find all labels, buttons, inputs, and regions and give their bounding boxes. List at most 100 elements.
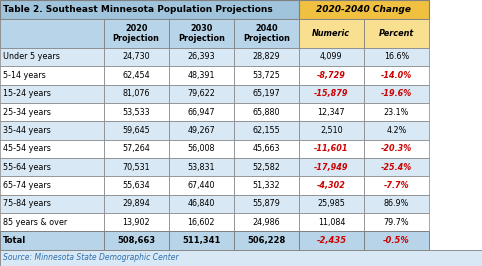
- Bar: [104, 103, 169, 121]
- Text: 2020-2040 Change: 2020-2040 Change: [316, 5, 412, 14]
- Text: 45-54 years: 45-54 years: [3, 144, 51, 153]
- Text: 46,840: 46,840: [187, 200, 215, 208]
- Bar: [104, 66, 169, 85]
- Bar: [169, 48, 234, 66]
- Bar: [234, 176, 299, 195]
- Text: 70,531: 70,531: [122, 163, 150, 172]
- Bar: [0, 176, 104, 195]
- Text: -19.6%: -19.6%: [381, 89, 412, 98]
- Bar: [299, 121, 364, 140]
- Text: 75-84 years: 75-84 years: [3, 200, 51, 208]
- Bar: [104, 48, 169, 66]
- Text: 25-34 years: 25-34 years: [3, 107, 51, 117]
- Bar: [234, 103, 299, 121]
- Text: 28,829: 28,829: [253, 52, 280, 61]
- Bar: [0, 0, 299, 19]
- Text: -4,302: -4,302: [317, 181, 346, 190]
- Bar: [169, 140, 234, 158]
- Text: -15,879: -15,879: [314, 89, 348, 98]
- Text: 25,985: 25,985: [318, 200, 345, 208]
- Text: 15-24 years: 15-24 years: [3, 89, 51, 98]
- Text: 55,634: 55,634: [122, 181, 150, 190]
- Bar: [104, 121, 169, 140]
- Bar: [0, 121, 104, 140]
- Bar: [364, 195, 429, 213]
- Bar: [0, 85, 104, 103]
- Text: -17,949: -17,949: [314, 163, 348, 172]
- Text: Numeric: Numeric: [312, 29, 350, 38]
- Text: 45,663: 45,663: [253, 144, 280, 153]
- Bar: [299, 231, 364, 250]
- Bar: [0, 66, 104, 85]
- Bar: [104, 140, 169, 158]
- Text: -14.0%: -14.0%: [381, 71, 412, 80]
- Bar: [364, 121, 429, 140]
- Bar: [104, 176, 169, 195]
- Bar: [0, 19, 104, 48]
- Bar: [234, 213, 299, 231]
- Bar: [234, 195, 299, 213]
- Bar: [299, 103, 364, 121]
- Text: 16,602: 16,602: [187, 218, 215, 227]
- Text: 55,879: 55,879: [253, 200, 280, 208]
- Text: Total: Total: [3, 236, 27, 245]
- Text: 59,645: 59,645: [122, 126, 150, 135]
- Text: 86.9%: 86.9%: [384, 200, 409, 208]
- Bar: [0, 140, 104, 158]
- Text: Under 5 years: Under 5 years: [3, 52, 60, 61]
- Text: -11,601: -11,601: [314, 144, 348, 153]
- Text: 11,084: 11,084: [318, 218, 345, 227]
- Bar: [104, 158, 169, 176]
- Text: 56,008: 56,008: [187, 144, 215, 153]
- Text: 24,730: 24,730: [122, 52, 150, 61]
- Text: 13,902: 13,902: [122, 218, 150, 227]
- Bar: [169, 85, 234, 103]
- Bar: [104, 195, 169, 213]
- Bar: [299, 85, 364, 103]
- Text: 57,264: 57,264: [122, 144, 150, 153]
- Text: Table 2. Southeast Minnesota Population Projections: Table 2. Southeast Minnesota Population …: [3, 5, 273, 14]
- Text: 55-64 years: 55-64 years: [3, 163, 51, 172]
- Bar: [169, 103, 234, 121]
- Bar: [299, 213, 364, 231]
- Text: 79.7%: 79.7%: [384, 218, 409, 227]
- Bar: [299, 140, 364, 158]
- Text: 23.1%: 23.1%: [384, 107, 409, 117]
- Bar: [299, 66, 364, 85]
- Bar: [234, 19, 299, 48]
- Bar: [169, 19, 234, 48]
- Text: 12,347: 12,347: [318, 107, 345, 117]
- Bar: [0, 195, 104, 213]
- Bar: [0, 158, 104, 176]
- Text: 4,099: 4,099: [320, 52, 343, 61]
- Text: -7.7%: -7.7%: [384, 181, 409, 190]
- Bar: [364, 176, 429, 195]
- Bar: [169, 66, 234, 85]
- Bar: [0, 213, 104, 231]
- Bar: [169, 231, 234, 250]
- Bar: [364, 19, 429, 48]
- Text: 67,440: 67,440: [187, 181, 215, 190]
- Bar: [0, 231, 104, 250]
- Text: 16.6%: 16.6%: [384, 52, 409, 61]
- Text: 65,880: 65,880: [253, 107, 280, 117]
- Bar: [364, 213, 429, 231]
- Text: 51,332: 51,332: [253, 181, 280, 190]
- Bar: [104, 85, 169, 103]
- Text: 2,510: 2,510: [320, 126, 343, 135]
- Bar: [104, 213, 169, 231]
- Text: 65,197: 65,197: [253, 89, 280, 98]
- Text: 53,725: 53,725: [253, 71, 280, 80]
- Text: 62,454: 62,454: [122, 71, 150, 80]
- Bar: [364, 66, 429, 85]
- Bar: [364, 48, 429, 66]
- Text: 79,622: 79,622: [187, 89, 215, 98]
- Text: -0.5%: -0.5%: [383, 236, 410, 245]
- Text: 66,947: 66,947: [187, 107, 215, 117]
- Text: 65-74 years: 65-74 years: [3, 181, 51, 190]
- Text: 53,533: 53,533: [122, 107, 150, 117]
- Bar: [364, 140, 429, 158]
- Text: -20.3%: -20.3%: [381, 144, 412, 153]
- Bar: [364, 158, 429, 176]
- Text: 62,155: 62,155: [253, 126, 280, 135]
